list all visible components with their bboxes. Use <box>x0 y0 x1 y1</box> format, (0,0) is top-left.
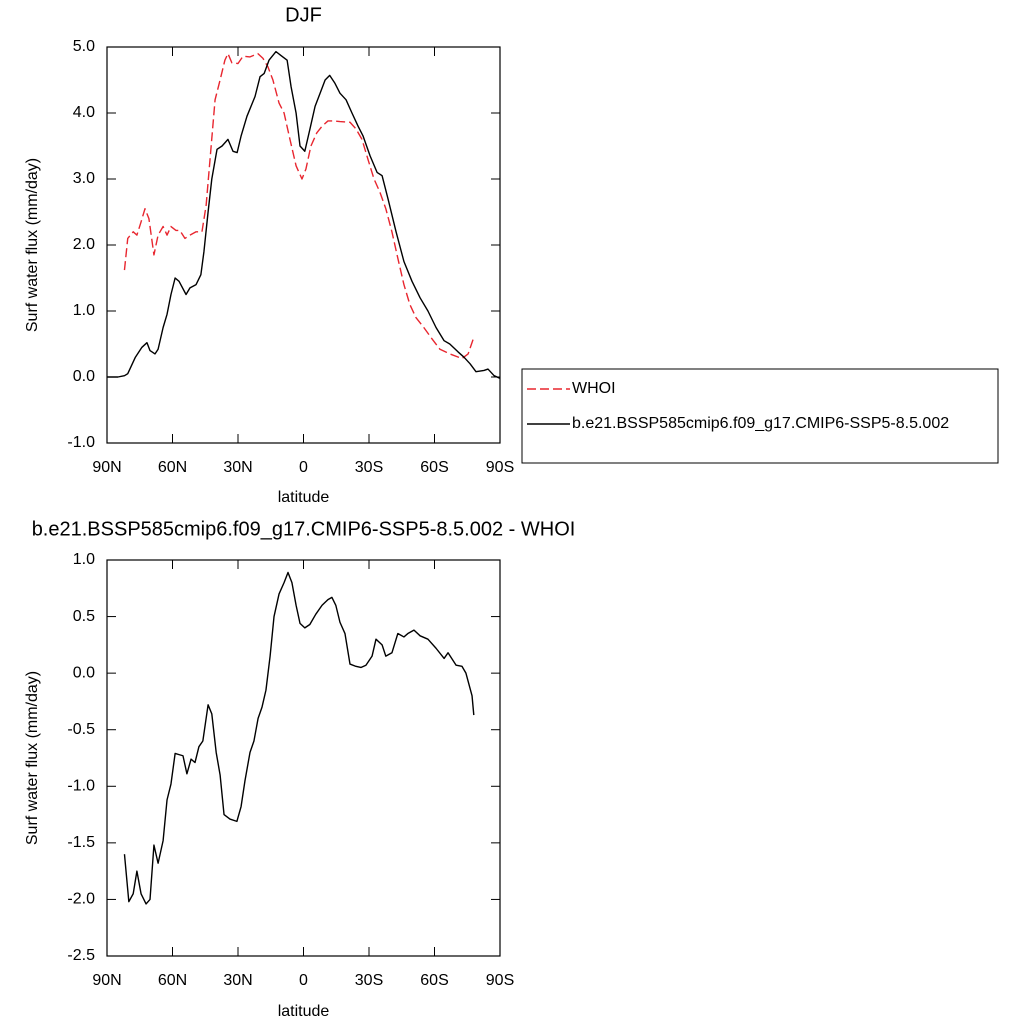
x-axis-label: latitude <box>278 489 330 506</box>
x-tick-label: 30S <box>355 972 383 989</box>
x-tick-label: 90S <box>486 459 514 476</box>
y-tick-label: 0.5 <box>73 608 95 625</box>
y-tick-label: 0.0 <box>73 664 95 681</box>
x-tick-label: 30S <box>355 459 383 476</box>
chart-title: DJF <box>285 4 322 26</box>
legend-label: b.e21.BSSP585cmip6.f09_g17.CMIP6-SSP5-8.… <box>572 415 949 432</box>
data-line <box>123 52 475 360</box>
x-tick-label: 90S <box>486 972 514 989</box>
y-axis-label: Surf water flux (mm/day) <box>24 158 41 332</box>
y-tick-label: -2.5 <box>67 947 95 964</box>
x-tick-label: 90N <box>92 972 121 989</box>
y-tick-label: -1.0 <box>67 778 95 795</box>
y-axis-label: Surf water flux (mm/day) <box>24 671 41 845</box>
plot-frame <box>106 559 501 957</box>
legend-box <box>521 368 999 464</box>
x-tick-label: 0 <box>299 972 308 989</box>
y-tick-label: -1.0 <box>67 434 95 451</box>
data-line <box>123 571 475 905</box>
x-tick-label: 60N <box>158 972 187 989</box>
y-tick-label: 0.0 <box>73 368 95 385</box>
y-tick-label: 1.0 <box>73 302 95 319</box>
y-tick-label: 4.0 <box>73 104 95 121</box>
x-tick-label: 90N <box>92 459 121 476</box>
panel: b.e21.BSSP585cmip6.f09_g17.CMIP6-SSP5-8.… <box>24 518 575 1020</box>
x-tick-label: 30N <box>223 459 252 476</box>
y-tick-label: 2.0 <box>73 236 95 253</box>
y-tick-label: 5.0 <box>73 38 95 55</box>
panel: DJF latitude Surf water flux (mm/day) 90N 60… <box>24 4 514 506</box>
y-tick-label: -2.0 <box>67 891 95 908</box>
plot-frame <box>106 46 501 444</box>
x-axis-label: latitude <box>278 1003 330 1020</box>
data-line <box>107 50 501 379</box>
x-tick-label: 60S <box>420 972 448 989</box>
y-tick-label: -1.5 <box>67 834 95 851</box>
y-tick-label: -0.5 <box>67 721 95 738</box>
x-tick-label: 60N <box>158 459 187 476</box>
y-tick-label: 3.0 <box>73 170 95 187</box>
chart-title: b.e21.BSSP585cmip6.f09_g17.CMIP6-SSP5-8.… <box>32 518 576 540</box>
x-tick-label: 30N <box>223 972 252 989</box>
x-tick-label: 60S <box>420 459 448 476</box>
y-tick-label: 1.0 <box>73 551 95 568</box>
legend: WHOI b.e21.BSSP585cmip6.f09_g17.CMIP6-SSP… <box>521 368 999 464</box>
legend-label: WHOI <box>572 380 616 397</box>
x-tick-label: 0 <box>299 459 308 476</box>
